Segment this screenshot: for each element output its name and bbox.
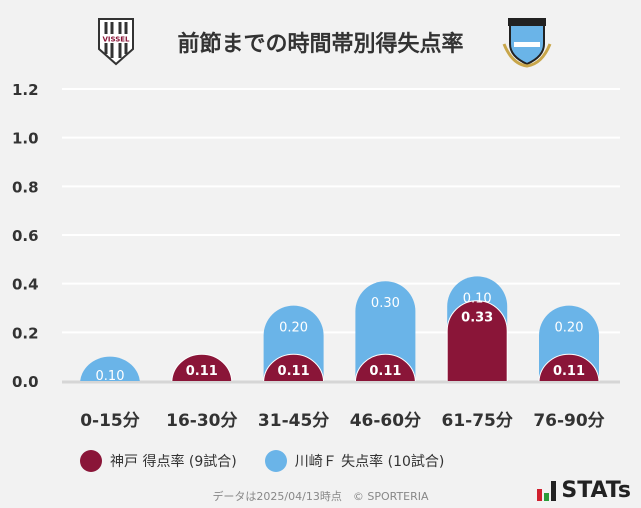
bar-kobe <box>354 353 416 381</box>
bar-chart: 0.0 0.2 0.4 0.6 0.8 1.0 1.2 0.10 0-15分 0.11 16-30分… <box>12 81 620 431</box>
y-tick-label: 0.4 <box>12 276 39 294</box>
kawasaki-swatch <box>264 450 287 472</box>
bar-kobe <box>171 353 233 381</box>
y-tick-label: 0.2 <box>12 324 39 342</box>
data-label: 0.30 <box>371 296 400 311</box>
legend-item-kawasaki: 川崎Ｆ 失点率 (10試合) <box>264 450 445 472</box>
x-tick-label: 76-90分 <box>533 411 604 431</box>
bar-kawasaki <box>80 356 140 381</box>
data-label: 0.33 <box>461 311 493 326</box>
x-tick-label: 46-60分 <box>350 411 421 431</box>
data-label: 0.11 <box>369 364 401 379</box>
bar-kobe <box>446 300 508 381</box>
legend-label: 神戸 得点率 (9試合) <box>110 454 237 470</box>
chart-title: 前節までの時間帯別得失点率 <box>177 32 464 57</box>
y-tick-label: 1.0 <box>12 130 39 148</box>
y-tick-label: 1.2 <box>12 81 39 99</box>
x-tick-label: 31-45分 <box>258 411 329 431</box>
kobe-swatch <box>80 450 102 472</box>
y-tick-label: 0.6 <box>12 227 39 245</box>
y-tick-label: 0.0 <box>12 373 39 391</box>
stats-bars-icon <box>537 480 557 501</box>
data-label: 0.20 <box>279 321 308 336</box>
y-tick-label: 0.8 <box>12 178 39 196</box>
data-label: 0.20 <box>555 321 584 336</box>
data-label: 0.10 <box>463 291 492 306</box>
footer-note: データは2025/04/13時点 © SPORTERIA <box>212 490 429 503</box>
legend-item-kobe: 神戸 得点率 (9試合) <box>80 450 237 472</box>
brand-text: STATs <box>561 478 631 503</box>
vissel-logo: VISSEL <box>96 16 136 70</box>
x-tick-label: 0-15分 <box>80 411 140 431</box>
bar-kobe <box>263 353 325 381</box>
bar-kawasaki <box>355 281 416 381</box>
stats-brand: STATs <box>537 478 631 503</box>
svg-text:VISSEL: VISSEL <box>102 36 130 44</box>
x-tick-label: 61-75分 <box>442 411 513 431</box>
legend: 神戸 得点率 (9試合) 川崎Ｆ 失点率 (10試合) <box>80 450 444 472</box>
data-label: 0.11 <box>553 364 585 379</box>
kawasaki-logo <box>502 14 552 72</box>
data-label: 0.10 <box>96 369 125 384</box>
legend-label: 川崎Ｆ 失点率 (10試合) <box>294 454 445 470</box>
x-tick-label: 16-30分 <box>166 411 237 431</box>
data-label: 0.11 <box>278 364 310 379</box>
bar-kobe <box>538 353 600 381</box>
data-label: 0.11 <box>186 364 218 379</box>
